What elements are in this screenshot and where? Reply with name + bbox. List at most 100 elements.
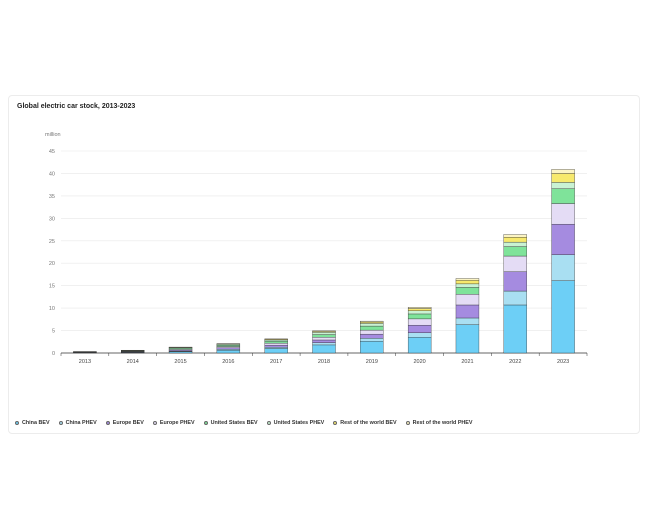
bar-segment: [407, 318, 432, 326]
x-tick-label: 2016: [222, 359, 234, 365]
legend-item[interactable]: United States BEV: [203, 420, 258, 426]
legend-swatch: [266, 421, 271, 425]
bar-segment: [503, 234, 527, 238]
legend-swatch: [15, 421, 19, 425]
bar-segment: [312, 334, 336, 338]
bar-segment: [551, 223, 575, 255]
bar-segment: [407, 337, 432, 354]
bar-segment: [216, 346, 241, 349]
x-tick-label: 2014: [127, 359, 139, 365]
bar-segment: [360, 333, 384, 339]
legend-swatch: [58, 421, 63, 425]
y-tick-label: 20: [49, 261, 55, 267]
bar-segment: [360, 325, 384, 331]
y-tick-label: 10: [49, 306, 55, 312]
bar-segment: [312, 342, 336, 346]
bar-segment: [264, 341, 288, 344]
chart-title: Global electric car stock, 2013-2023: [17, 103, 136, 110]
x-tick-label: 2022: [509, 359, 521, 365]
bar-segment: [551, 188, 575, 204]
bar-segment: [312, 344, 336, 354]
bar-segment: [216, 350, 241, 354]
legend-item[interactable]: China PHEV: [58, 420, 97, 426]
bar-segment: [407, 324, 432, 333]
bar-segment: [360, 321, 384, 324]
bar-segment: [264, 344, 288, 348]
x-tick-label: 2018: [318, 359, 330, 365]
bar-segment: [455, 294, 480, 306]
bar-segment: [264, 342, 288, 346]
legend-label: Rest of the world PHEV: [412, 420, 473, 426]
stacked-bar-chart: million 0 5 10 15 20 25 30 35 40 45 2013 2014 2015 201…: [45, 132, 588, 365]
x-tick-label: 2015: [174, 359, 186, 365]
bar-segment: [407, 332, 432, 338]
bar-segment: [360, 323, 384, 327]
legend-label: United States PHEV: [273, 420, 325, 426]
y-tick-label: 0: [52, 351, 55, 357]
bar-segment: [312, 339, 336, 343]
x-tick-label: 2013: [79, 359, 91, 365]
legend-swatch: [152, 421, 157, 425]
bar-segment: [264, 348, 288, 354]
bar-segment: [360, 338, 384, 342]
bar-segment: [360, 329, 384, 335]
legend-swatch: [405, 421, 410, 425]
y-tick-label: 15: [49, 284, 55, 290]
bar-segment: [360, 341, 384, 354]
y-axis-unit-label: million: [45, 132, 61, 138]
legend-item[interactable]: Europe PHEV: [152, 420, 195, 426]
x-tick-label: 2019: [366, 359, 378, 365]
bar-segment: [407, 310, 432, 315]
y-tick-label: 35: [49, 194, 55, 200]
bar-segment: [168, 351, 193, 354]
bar-segment: [551, 254, 575, 281]
bar-segment: [551, 203, 575, 225]
bar-segment: [551, 173, 575, 183]
bar-segment: [455, 304, 480, 319]
y-tick-label: 5: [52, 329, 55, 335]
bar-segment: [455, 287, 480, 295]
legend-item[interactable]: Rest of the world PHEV: [405, 420, 473, 426]
bar-segment: [455, 278, 480, 281]
legend-swatch: [203, 421, 208, 425]
bar-segment: [407, 307, 432, 309]
x-tick-label: 2020: [414, 359, 426, 365]
bar-segment: [312, 330, 336, 332]
bar-segment: [503, 237, 527, 243]
bar-segment: [407, 308, 432, 311]
bar-segment: [551, 280, 575, 354]
bar-segment: [455, 324, 480, 354]
bar-segment: [455, 280, 480, 285]
bar-segment: [216, 344, 241, 347]
bar-segment: [503, 241, 527, 247]
x-tick-label: 2023: [557, 359, 569, 365]
bar-segment: [551, 169, 575, 174]
bar-segment: [312, 337, 336, 341]
bar-segment: [503, 290, 527, 306]
legend-label: Europe BEV: [112, 420, 144, 426]
y-tick-label: 45: [49, 149, 55, 155]
legend-item[interactable]: Europe BEV: [105, 420, 144, 426]
legend-item[interactable]: Rest of the world BEV: [333, 420, 397, 426]
bar-segment: [312, 332, 336, 335]
bar-segment: [503, 304, 527, 354]
bar-segment: [264, 346, 288, 349]
bar-segment: [503, 271, 527, 292]
chart-legend: China BEV China PHEV Europe BEV Europe PHEV…: [15, 420, 473, 426]
legend-label: Europe PHEV: [159, 420, 195, 426]
legend-label: Rest of the world BEV: [340, 420, 397, 426]
legend-label: China BEV: [22, 420, 50, 426]
bar-segment: [551, 182, 575, 189]
x-tick-label: 2017: [270, 359, 282, 365]
y-tick-label: 30: [49, 216, 55, 222]
legend-swatch: [105, 421, 110, 425]
legend-item[interactable]: United States PHEV: [266, 420, 325, 426]
legend-label: United States BEV: [210, 420, 258, 426]
bar-segment: [503, 246, 527, 257]
legend-item[interactable]: China BEV: [15, 420, 50, 426]
bar-segment: [264, 339, 288, 342]
bar-segment: [455, 317, 480, 325]
y-tick-label: 25: [49, 239, 55, 245]
bar-segment: [216, 347, 241, 350]
chart-card: Global electric car stock, 2013-2023 mil…: [8, 95, 640, 434]
